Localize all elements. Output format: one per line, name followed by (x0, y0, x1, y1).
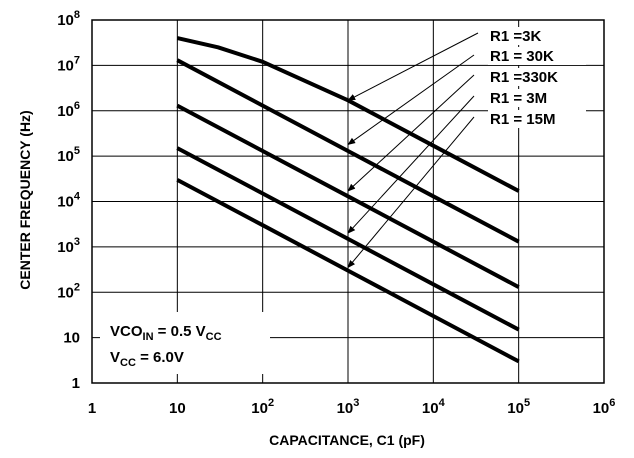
series-line (176, 146, 520, 332)
legend-arrows (347, 32, 479, 269)
x-tick-label: 103 (337, 397, 360, 417)
x-axis-label: CAPACITANCE, C1 (pF) (269, 432, 425, 448)
series-line (176, 103, 520, 289)
x-tick-label: 10 (169, 400, 186, 417)
y-tick-label: 108 (57, 9, 80, 29)
legend-bg (488, 89, 586, 107)
y-tick-label: 10 (63, 330, 80, 347)
plot-frame (91, 19, 605, 384)
y-tick-label: 1 (72, 375, 80, 392)
legend-label: R1 = 30K (490, 48, 554, 65)
x-tick-label: 105 (507, 397, 530, 417)
y-tick-label: 103 (57, 236, 80, 256)
annotation-line-1: VCOIN = 0.5 VCC (110, 323, 222, 343)
series-line (176, 36, 520, 193)
y-tick-label: 104 (57, 191, 81, 211)
series-lines (176, 36, 520, 364)
annotation-box: VCOIN = 0.5 VCC VCC = 6.0V (100, 312, 270, 374)
y-tick-label: 102 (57, 281, 80, 301)
y-tick-label: 105 (57, 145, 80, 165)
legend-label: R1 = 3M (490, 90, 547, 107)
legend-arrow (347, 74, 475, 192)
legend-bg (488, 47, 586, 65)
y-tick-label: 106 (57, 100, 80, 120)
y-tick-labels: 1 10 102 103 104 105 106 107 108 (57, 9, 81, 392)
x-tick-label: 102 (251, 397, 274, 417)
series-line (176, 58, 520, 244)
series-line (176, 178, 520, 364)
annotation-line-2: VCC = 6.0V (110, 349, 184, 369)
legend-arrow (347, 116, 475, 269)
x-tick-labels: 1 10 102 103 104 105 106 (88, 397, 616, 417)
legend-bg (488, 68, 586, 86)
y-axis-label: CENTER FREQUENCY (Hz) (17, 110, 33, 289)
legend-arrow (347, 32, 479, 101)
legend-arrow (347, 95, 475, 234)
legend-label: R1 = 15M (490, 111, 555, 128)
x-tick-label: 104 (422, 397, 446, 417)
legend-label: R1 =3K (490, 28, 541, 45)
legend-bg (488, 110, 586, 128)
legend-label: R1 =330K (490, 69, 558, 86)
y-tick-label: 107 (57, 54, 80, 74)
legend-bg (488, 27, 586, 45)
x-tick-label: 106 (593, 397, 616, 417)
legend-arrow (347, 54, 475, 146)
x-tick-label: 1 (88, 400, 96, 417)
legend: R1 =3K R1 = 30K R1 =330K R1 = 3M R1 = 15M (488, 27, 586, 128)
